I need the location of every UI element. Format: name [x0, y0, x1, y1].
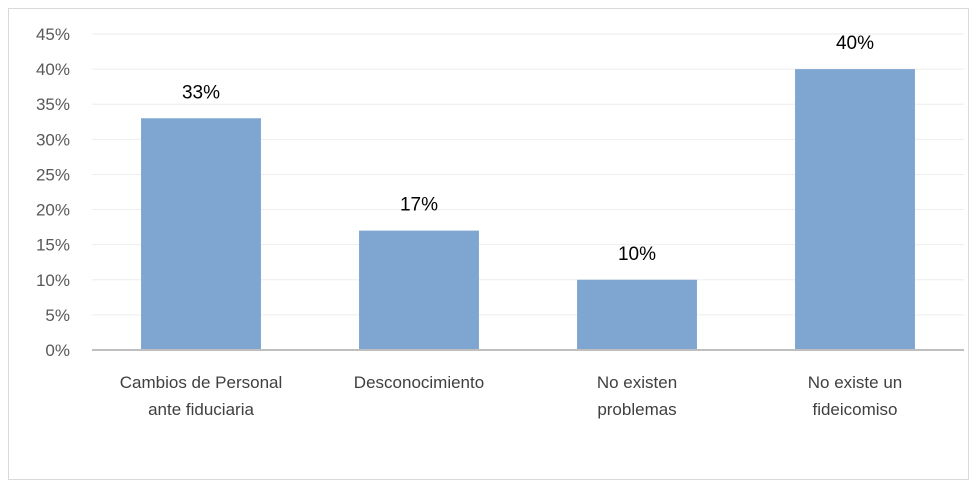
- y-tick-label: 20%: [36, 201, 70, 220]
- y-tick-label: 0%: [45, 341, 70, 360]
- bar: [359, 230, 479, 350]
- y-axis-ticks: 0% 5% 10% 15% 20% 25% 30% 35% 40% 45%: [36, 25, 70, 360]
- y-tick-label: 45%: [36, 25, 70, 44]
- y-tick-label: 40%: [36, 60, 70, 79]
- y-tick-label: 30%: [36, 130, 70, 149]
- data-labels: 33% 17% 10% 40%: [182, 33, 874, 265]
- bar: [795, 69, 915, 350]
- y-tick-label: 5%: [45, 306, 70, 325]
- category-label: Desconocimiento: [354, 373, 484, 392]
- data-label: 17%: [400, 195, 438, 216]
- y-tick-label: 15%: [36, 236, 70, 255]
- category-labels: Cambios de Personal ante fiduciaria Descon…: [120, 373, 903, 419]
- bars: [141, 69, 915, 351]
- data-label: 10%: [618, 244, 656, 265]
- bar: [141, 118, 261, 351]
- data-label: 40%: [836, 33, 874, 54]
- y-tick-label: 10%: [36, 271, 70, 290]
- y-tick-label: 35%: [36, 95, 70, 114]
- category-label: No existen problemas: [597, 373, 677, 419]
- bar: [577, 279, 697, 350]
- category-label: Cambios de Personal ante fiduciaria: [120, 373, 283, 419]
- y-tick-label: 25%: [36, 165, 70, 184]
- category-label: No existe un fideicomiso: [808, 373, 903, 419]
- data-label: 33%: [182, 82, 220, 103]
